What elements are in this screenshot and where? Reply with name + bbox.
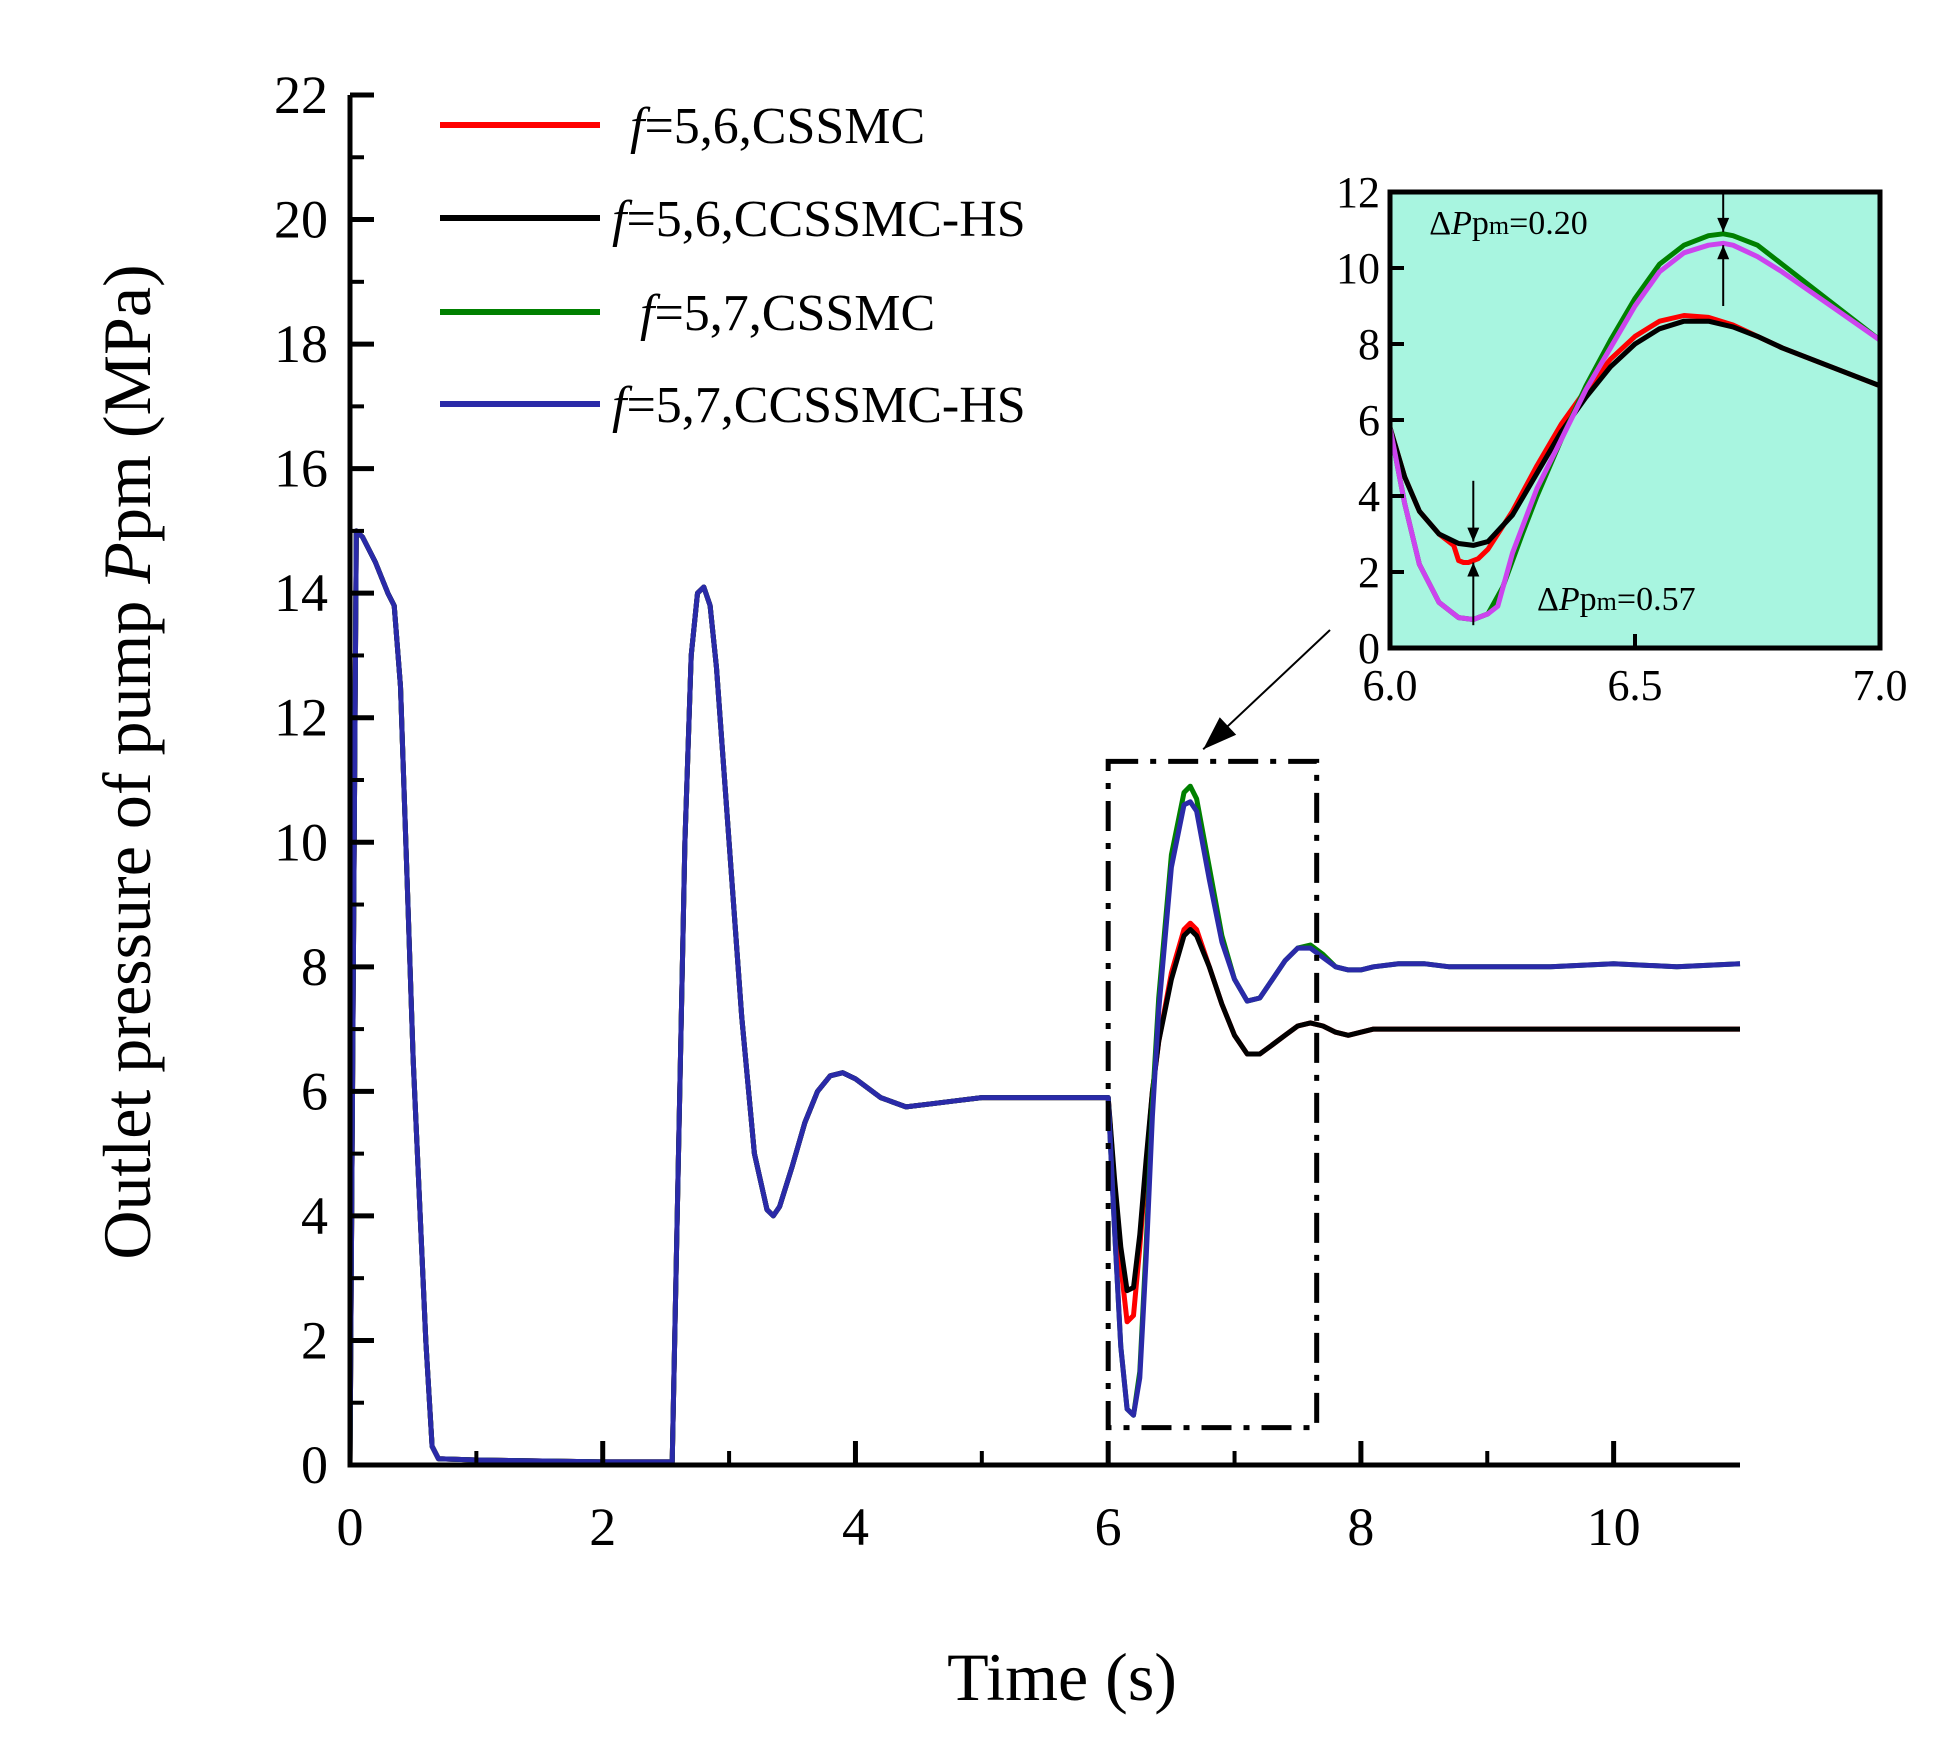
inset-series-group	[1390, 231, 1880, 622]
main-series-group	[347, 528, 1741, 1466]
inset-arrow-top-down-head	[1717, 217, 1730, 232]
inset-x-tick-label: 6.5	[1608, 661, 1663, 710]
inset-y-tick-label: 12	[1336, 168, 1380, 217]
inset-x-tick-label: 6.0	[1363, 661, 1418, 710]
main-series-line-1	[347, 528, 1740, 1466]
zoom-arrow-head	[1203, 717, 1237, 750]
inset-x-tick-label: 7.0	[1853, 661, 1908, 710]
y-tick-label: 14	[274, 563, 328, 623]
inset-y-tick-label: 10	[1336, 244, 1380, 293]
main-series-line-4	[347, 528, 1741, 1466]
legend-label-1: f=5,6,CSSMC	[630, 98, 925, 155]
y-axis-title-unit: (MPa)	[89, 264, 165, 455]
zoom-box	[1105, 758, 1320, 1431]
y-axis-title-var: P	[89, 542, 165, 585]
y-tick-label: 2	[301, 1310, 328, 1370]
y-axis-title-prefix: Outlet pressure of pump	[89, 584, 165, 1260]
inset-ticks-group: 0 2 4 6 8 10 12 6.0 6.5 7.0	[1336, 168, 1908, 710]
legend-label-2: f=5,6,CCSSMC-HS	[612, 191, 1026, 248]
legend-label-3: f=5,7,CSSMC	[640, 285, 935, 342]
inset-arrow-top-up-head	[1717, 245, 1730, 260]
inset-y-tick-label: 0	[1358, 624, 1380, 673]
x-tick-label: 10	[1587, 1497, 1641, 1557]
y-tick-label: 16	[274, 439, 328, 499]
inset-y-tick-label: 8	[1358, 320, 1380, 369]
inset-arrow-bottom-down-head	[1467, 527, 1480, 542]
y-tick-label: 18	[274, 314, 328, 374]
inset-annotation-bottom: ΔPpm=0.57	[1537, 581, 1696, 618]
inset-series-line-2	[1390, 318, 1880, 548]
x-tick-label: 2	[589, 1497, 616, 1557]
y-tick-label: 22	[274, 65, 328, 125]
inset-y-tick-label: 6	[1358, 396, 1380, 445]
main-series-line-3	[347, 528, 1741, 1466]
inset-annotations: ΔPpm=0.20 ΔPpm=0.57	[1429, 192, 1730, 626]
inset-y-tick-label: 4	[1358, 472, 1380, 521]
x-tick-label: 0	[337, 1497, 364, 1557]
inset-arrow-bottom-up-head	[1467, 562, 1480, 577]
inset-series-line-4	[1390, 240, 1880, 622]
x-tick-label: 8	[1347, 1497, 1374, 1557]
inset-annotation-top: ΔPpm=0.20	[1429, 205, 1588, 242]
y-tick-label: 6	[301, 1061, 328, 1121]
y-axis-title-sub: pm	[89, 455, 165, 542]
y-tick-label: 8	[301, 937, 328, 997]
y-tick-label: 10	[274, 812, 328, 872]
inset-y-tick-label: 2	[1358, 548, 1380, 597]
x-tick-label: 4	[842, 1497, 869, 1557]
y-tick-label: 4	[301, 1186, 328, 1246]
inset-background	[1390, 192, 1880, 648]
legend-label-4: f=5,7,CCSSMC-HS	[612, 377, 1026, 434]
x-axis-title: Time (s)	[947, 1639, 1177, 1715]
y-axis-title: Outlet pressure of pump Ppm (MPa)	[89, 264, 165, 1259]
legend: f=5,6,CSSMC f=5,6,CCSSMC-HS f=5,7,CSSMC f=5…	[440, 98, 1026, 434]
x-tick-label: 6	[1095, 1497, 1122, 1557]
inset-plot: 0 2 4 6 8 10 12 6.0 6.5 7.0 ΔPpm=0.20 ΔPpm=0.57	[1336, 168, 1908, 710]
y-tick-label: 0	[301, 1435, 328, 1495]
y-tick-label: 20	[274, 190, 328, 250]
y-tick-label: 12	[274, 688, 328, 748]
main-series-line-2	[347, 528, 1740, 1466]
